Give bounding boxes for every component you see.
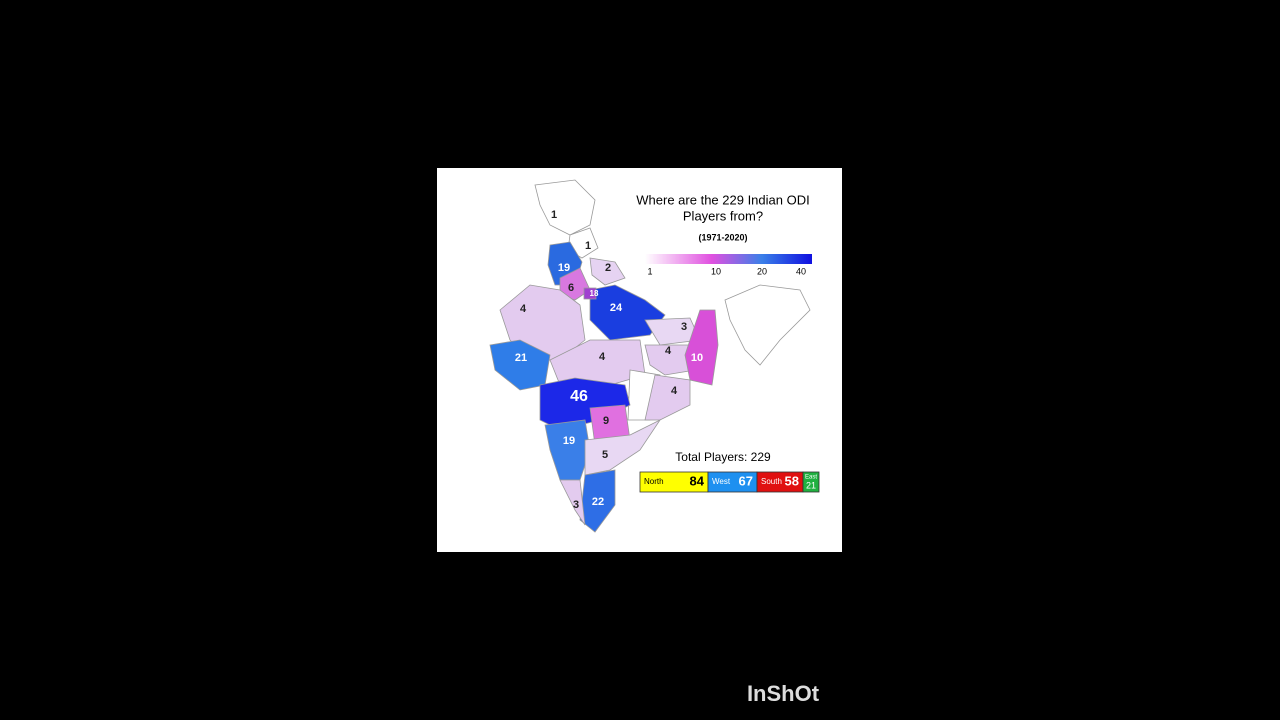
state-count: 21 <box>515 352 527 364</box>
state-count: 24 <box>610 302 623 314</box>
state-count: 2 <box>605 262 611 274</box>
legend-tick: 40 <box>796 266 806 276</box>
region-box <box>802 471 820 493</box>
region <box>644 344 696 376</box>
region <box>534 179 596 236</box>
state-count: 5 <box>602 449 608 461</box>
region <box>559 479 586 526</box>
region-value: 84 <box>690 473 705 488</box>
region <box>644 374 691 421</box>
state-count: 46 <box>570 388 588 405</box>
region-value: 58 <box>785 473 799 488</box>
total: Total Players: 229 <box>675 450 771 464</box>
state-count: 18 <box>590 289 599 298</box>
state-count: 6 <box>568 282 574 294</box>
region <box>724 284 811 366</box>
state-count: 4 <box>599 351 606 363</box>
legend-bar <box>645 254 812 264</box>
state-count: 19 <box>558 262 570 274</box>
region-value: 21 <box>806 480 816 490</box>
state-count: 4 <box>671 385 678 397</box>
state-count: 3 <box>681 321 687 333</box>
state-count: 9 <box>603 415 609 427</box>
region-name: East <box>805 475 817 481</box>
region <box>684 309 719 386</box>
state-count: 1 <box>585 240 591 252</box>
region <box>583 287 597 300</box>
region-value: 67 <box>739 473 753 488</box>
region-name: South <box>761 477 782 486</box>
region <box>589 257 626 286</box>
region-name: West <box>712 477 731 486</box>
watermark: InShOt <box>747 681 820 706</box>
state-count: 3 <box>573 499 579 511</box>
state-count: 22 <box>592 496 604 508</box>
state-count: 4 <box>665 345 672 357</box>
state-count: 19 <box>563 435 575 447</box>
legend-tick: 20 <box>757 266 767 276</box>
title: Where are the 229 Indian ODI <box>636 192 809 207</box>
map <box>489 179 811 533</box>
legend-tick: 10 <box>711 266 721 276</box>
region-name: North <box>644 477 664 486</box>
title: Players from? <box>683 208 763 223</box>
legend-tick: 1 <box>647 266 652 276</box>
state-count: 10 <box>691 352 703 364</box>
state-count: 4 <box>520 303 527 315</box>
state-count: 1 <box>551 209 557 221</box>
subtitle: (1971-2020) <box>698 232 747 242</box>
